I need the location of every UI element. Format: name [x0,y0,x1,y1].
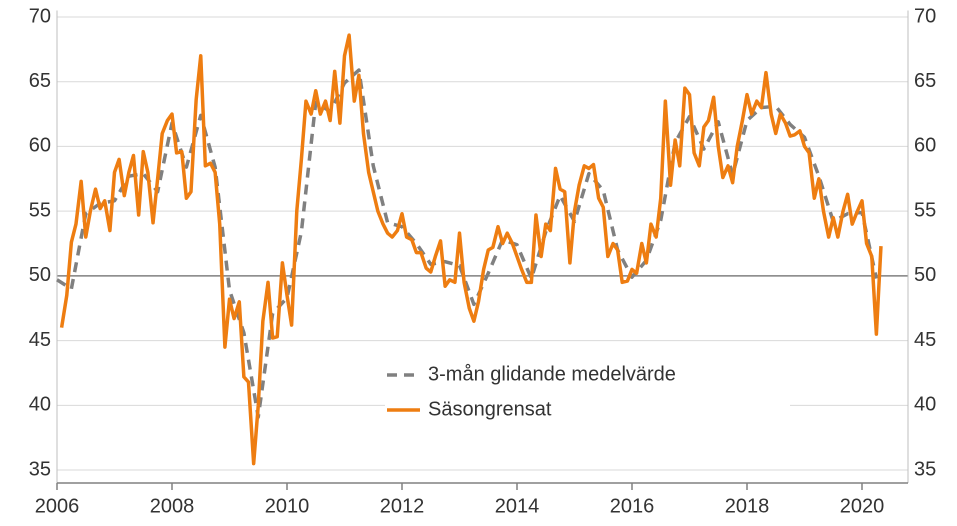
legend: 3-mån glidande medelvärde Säsongrensat [385,356,790,422]
x-tick-label: 2016 [610,495,655,517]
x-tick-label: 2006 [35,495,80,517]
y2-tick-label: 55 [914,199,936,221]
x-tick-label: 2014 [495,495,540,517]
y-tick-label: 50 [29,264,51,286]
series-line [59,33,883,466]
legend-label: Säsongrensat [428,398,552,420]
series-line [56,68,879,419]
y-tick-label: 65 [29,70,51,92]
y-tick-label: 60 [29,135,51,157]
legend-label: 3-mån glidande medelvärde [428,363,676,385]
y2-tick-label: 45 [914,329,936,351]
x-tick-label: 2012 [380,495,425,517]
x-tick-label: 2018 [725,495,770,517]
y-tick-label: 35 [29,458,51,480]
x-tick-label: 2020 [840,495,885,517]
y2-tick-label: 35 [914,458,936,480]
y2-tick-label: 60 [914,135,936,157]
y-tick-label: 70 [29,5,51,27]
x-tick-label: 2008 [150,495,195,517]
y2-tick-label: 40 [914,394,936,416]
y-tick-label: 45 [29,329,51,351]
y-tick-label: 40 [29,394,51,416]
y2-tick-label: 65 [914,70,936,92]
y-tick-label: 55 [29,199,51,221]
y2-tick-label: 50 [914,264,936,286]
y2-tick-label: 70 [914,5,936,27]
x-tick-label: 2010 [265,495,310,517]
legend-box [385,356,790,422]
